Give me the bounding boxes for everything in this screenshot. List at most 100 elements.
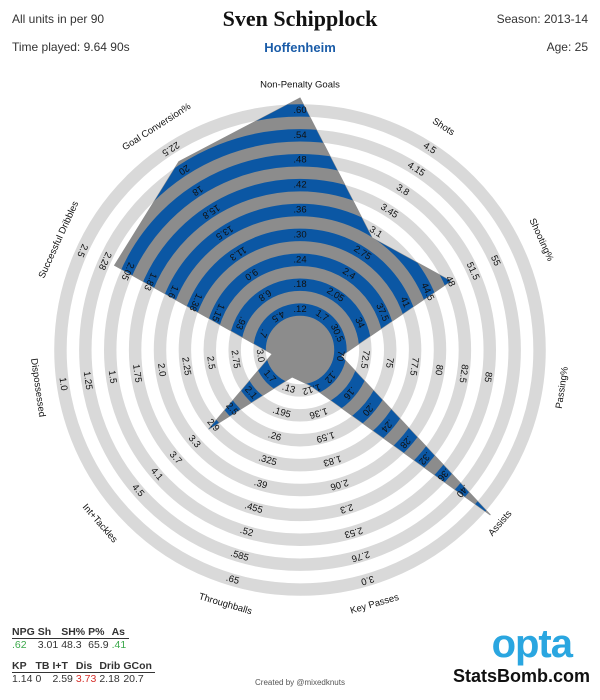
stat-label: Passing% — [554, 365, 571, 409]
table1-value: 65.9 — [88, 639, 109, 651]
axis-tick-label: 3.0 — [254, 348, 267, 363]
axis-tick-label: 1.75 — [130, 364, 144, 384]
axis-tick-label: 2.5 — [74, 242, 89, 259]
statsbomb-logo: StatsBomb.com — [452, 666, 590, 686]
axis-tick-label: 85 — [482, 371, 494, 383]
table2-header: KP — [12, 660, 36, 673]
table1-value: 3.01 — [37, 639, 59, 651]
axis-tick-label: .26 — [267, 429, 283, 443]
axis-tick-label: .65 — [225, 573, 241, 587]
axis-tick-label: .13 — [281, 382, 297, 396]
axis-tick-label: 2.0 — [155, 363, 168, 378]
season: Season: 2013-14 — [496, 12, 588, 26]
axis-tick-label: .7 — [257, 327, 270, 339]
axis-tick-label: 2.06 — [329, 476, 350, 492]
table1-header-row: NPG Sh SH% P% As — [12, 626, 130, 639]
axis-tick-label: 1.36 — [308, 405, 329, 421]
axis-tick-label: 2.76 — [350, 548, 371, 564]
axis-tick-label: .42 — [293, 180, 306, 191]
units-note: All units in per 90 — [12, 12, 105, 26]
axis-tick-label: .12 — [293, 304, 306, 315]
table2-value: 0 — [35, 673, 42, 685]
time-played: Time played: 9.64 90s — [12, 40, 130, 54]
axis-tick-label: 1.59 — [315, 429, 336, 445]
table2-header: GCon — [123, 660, 155, 673]
table2-header: Dis — [75, 660, 100, 673]
axis-tick-label: 72.5 — [358, 349, 372, 369]
table1-header: P% — [88, 626, 112, 639]
table1-header: NPG — [12, 626, 38, 639]
table2-value-row: 1.14 0 2.59 3.73 2.18 20.7 — [12, 673, 155, 685]
axis-tick-label: 1.0 — [57, 377, 70, 392]
credit-text: Created by @mixedknuts — [255, 678, 345, 687]
axis-tick-label: 18 — [190, 183, 205, 198]
axis-tick-label: 2.53 — [343, 524, 364, 540]
axis-tick-label: 2.75 — [229, 349, 243, 369]
table2-header-row: KP TB I+T Dis Drib GCon — [12, 660, 155, 673]
axis-tick-label: .195 — [271, 405, 292, 421]
axis-tick-label: .52 — [239, 525, 255, 539]
table2-header: TB — [35, 660, 53, 673]
axis-tick-label: .48 — [293, 155, 306, 166]
stat-label: Dispossessed — [28, 358, 47, 418]
table2-value: 20.7 — [123, 673, 144, 685]
radar-ring-highlight — [114, 104, 491, 515]
axis-tick-label: 75 — [383, 357, 395, 369]
stat-label: Key Passes — [349, 592, 400, 617]
table2-value: 2.59 — [52, 673, 73, 685]
stat-label: Non-Penalty Goals — [260, 80, 340, 91]
axis-tick-label: .36 — [293, 205, 306, 216]
axis-tick-label: .30 — [293, 229, 306, 240]
table1-value: .41 — [111, 639, 127, 651]
table2-header: Drib — [99, 660, 124, 673]
axis-tick-label: 2.3 — [339, 501, 355, 515]
axis-tick-label: 2.25 — [179, 356, 193, 376]
team-name: Hoffenheim — [264, 40, 336, 55]
axis-tick-label: 82.5 — [456, 364, 470, 384]
axis-tick-label: .39 — [253, 477, 269, 491]
axis-tick-label: 77.5 — [407, 356, 421, 376]
axis-tick-label: .585 — [229, 548, 250, 564]
table2-value: 2.18 — [99, 673, 120, 685]
table1-value: .62 — [12, 639, 27, 651]
axis-tick-label: 55 — [488, 254, 502, 268]
stat-label: Throughballs — [197, 591, 253, 617]
table2-value: 3.73 — [75, 673, 97, 685]
stats-table-2: KP TB I+T Dis Drib GCon 1.14 0 2.59 3.73… — [12, 660, 155, 685]
stats-table-1: NPG Sh SH% P% As .62 3.01 48.3 65.9 .41 — [12, 626, 130, 651]
opta-logo: opta — [491, 622, 573, 666]
axis-tick-label: .18 — [293, 279, 306, 290]
axis-tick-label: 41 — [398, 295, 412, 309]
axis-tick-label: 80 — [432, 364, 444, 376]
table1-value: 48.3 — [61, 639, 82, 651]
table1-value-row: .62 3.01 48.3 65.9 .41 — [12, 639, 129, 651]
axis-tick-label: .325 — [257, 453, 278, 469]
axis-tick-label: 3.0 — [360, 573, 376, 587]
axis-tick-label: .455 — [243, 500, 264, 516]
axis-tick-label: 1.12 — [301, 381, 322, 397]
axis-tick-label: 1.83 — [322, 452, 343, 468]
axis-tick-label: .60 — [293, 105, 306, 116]
stat-label: Shooting% — [527, 217, 556, 264]
table2-value: 1.14 — [12, 673, 33, 685]
age: Age: 25 — [546, 40, 588, 54]
table1-header: SH% — [61, 626, 89, 639]
axis-tick-label: 2.5 — [204, 355, 217, 370]
table1-header: As — [111, 626, 130, 639]
axis-tick-label: 1.6 — [165, 283, 180, 300]
axis-tick-label: 70 — [334, 350, 346, 362]
player-name: Sven Schipplock — [222, 6, 378, 31]
axis-tick-label: 34 — [352, 316, 366, 330]
axis-tick-label: 1.5 — [106, 370, 119, 385]
axis-tick-label: .54 — [293, 130, 306, 141]
stat-label: Shots — [430, 116, 457, 139]
axis-tick-label: .93 — [233, 315, 248, 332]
table2-header: I+T — [52, 660, 76, 673]
axis-tick-label: 1.25 — [81, 371, 95, 391]
table1-header: Sh — [37, 626, 62, 639]
axis-tick-label: 20 — [176, 162, 191, 177]
radar-ring-highlight — [114, 129, 491, 515]
axis-tick-label: .24 — [293, 254, 306, 265]
stat-label: Assists — [486, 508, 514, 538]
